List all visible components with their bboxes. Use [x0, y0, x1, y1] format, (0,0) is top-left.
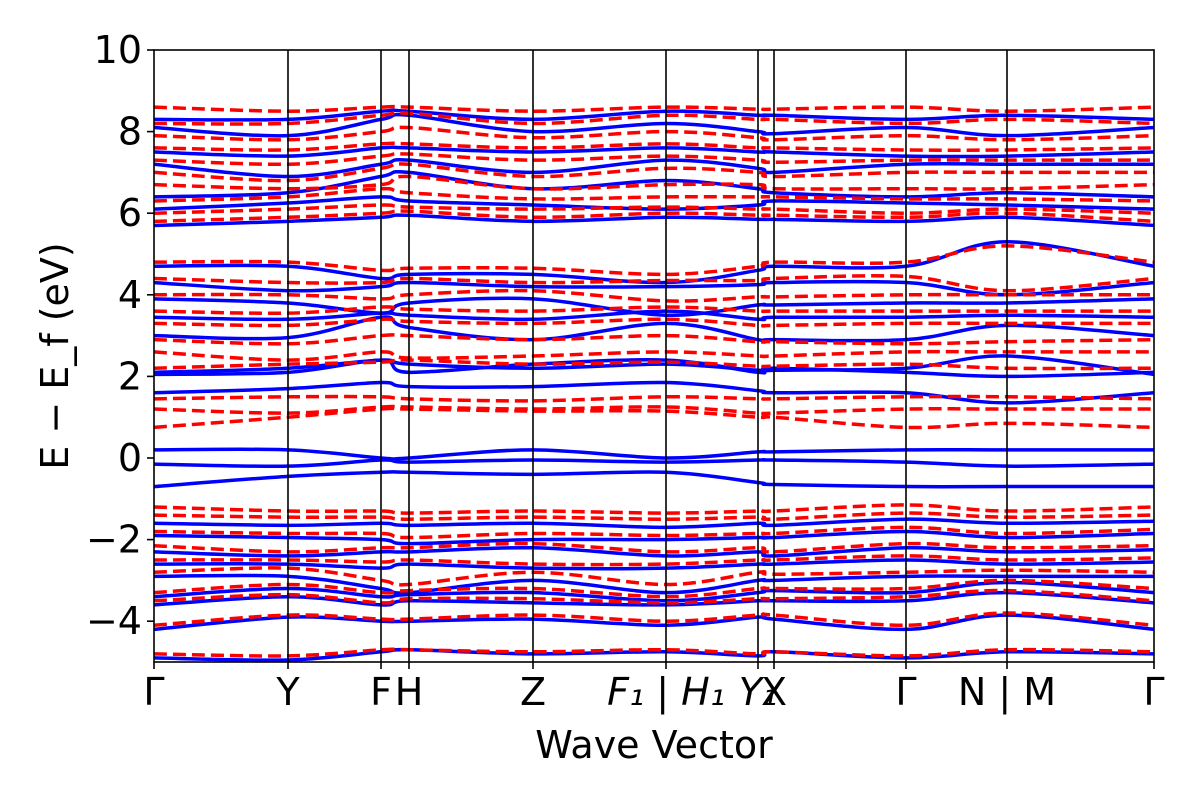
y-tick-label: 8 [118, 110, 142, 154]
kpoint-label: Γ [895, 670, 916, 714]
kpoint-vertical-lines [287, 50, 1008, 662]
kpoint-label: Γ [143, 670, 164, 714]
kpoint-label: Y [275, 670, 300, 714]
dashed-band-9 [154, 503, 1154, 515]
dashed-band-1 [154, 611, 1154, 628]
dashed-band-16 [154, 317, 1154, 328]
dashed-band-11 [154, 404, 1154, 416]
kpoint-label: Y₁ [739, 670, 777, 714]
kpoint-label: Γ [1143, 670, 1164, 714]
dashed-band-26 [154, 152, 1154, 167]
y-axis-label: E − E_f (eV) [33, 242, 77, 470]
plot-frame [153, 49, 1155, 663]
dashed-band-0 [154, 647, 1154, 658]
dashed-band-21 [154, 209, 1154, 224]
y-tick-label: −2 [86, 518, 142, 562]
kpoint-label: N | M [958, 670, 1056, 715]
kpoint-label: H [395, 670, 424, 714]
y-tick-label: 10 [94, 28, 142, 72]
kpoint-label: F₁ | H₁ [607, 670, 725, 715]
y-tick-label: −4 [86, 599, 142, 643]
dashed-band-8 [154, 511, 1154, 522]
dashed-band-5 [154, 554, 1154, 567]
kpoint-label: F [370, 670, 392, 714]
dashed-band-19 [154, 274, 1154, 293]
x-axis-kpoint-labels: Γ Y F H Z F₁ | H₁ Y₁X Γ N | M Γ [143, 662, 1165, 715]
y-axis-ticks: −4 −2 0 2 4 6 8 10 [86, 28, 154, 643]
dashed-band-30 [154, 104, 1154, 113]
dashed-band-20 [154, 244, 1154, 277]
y-tick-label: 4 [118, 273, 142, 317]
y-tick-label: 2 [118, 354, 142, 398]
y-tick-label: 0 [118, 436, 142, 480]
kpoint-label: X [761, 670, 787, 714]
dashed-band-22 [154, 203, 1154, 215]
x-axis-label: Wave Vector [535, 723, 773, 767]
kpoint-label: Z [520, 670, 546, 714]
dashed-band-15 [154, 333, 1154, 346]
dashed-band-17 [154, 305, 1154, 316]
dashed-band-10 [154, 406, 1154, 430]
y-tick-label: 6 [118, 191, 142, 235]
dashed-band-27 [154, 141, 1154, 152]
dashed-band-13 [154, 358, 1154, 371]
dashed-band-7 [154, 525, 1154, 540]
dashed-band-6 [154, 541, 1154, 554]
dashed-band-12 [154, 394, 1154, 403]
